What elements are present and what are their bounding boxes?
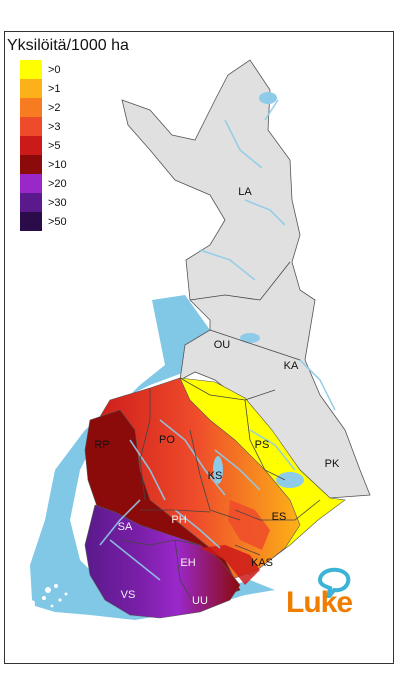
legend-label-0: >0: [48, 63, 61, 76]
legend-label-4: >5: [48, 139, 61, 152]
legend-title: Yksilöitä/1000 ha: [7, 37, 129, 54]
legend-swatch-6: [20, 174, 42, 193]
legend-item-6: >20: [20, 174, 67, 193]
legend-item-1: >1: [20, 79, 61, 98]
legend-item-5: >10: [20, 155, 67, 174]
legend-item-0: >0: [20, 60, 61, 79]
lake-paijanne: [213, 456, 223, 484]
region-label-ka: KA: [284, 360, 299, 372]
land-north: [121, 59, 371, 499]
legend-label-8: >50: [48, 215, 67, 228]
region-borders: [119, 261, 321, 606]
legend-label-6: >20: [48, 177, 67, 190]
legend-swatch-2: [20, 98, 42, 117]
region-label-es: ES: [272, 511, 287, 523]
aland-islands: [42, 584, 68, 608]
legend-swatch-5: [20, 155, 42, 174]
region-label-ou: OU: [214, 339, 231, 351]
legend-label-7: >30: [48, 196, 67, 209]
legend-swatch-1: [20, 79, 42, 98]
legend-swatch-8: [20, 212, 42, 231]
legend-item-8: >50: [20, 212, 67, 231]
region-label-ps: PS: [255, 439, 270, 451]
region-label-ph: PH: [171, 514, 186, 526]
region-label-uu: UU: [192, 595, 208, 607]
zone-purple: [84, 504, 241, 619]
legend-label-1: >1: [48, 82, 61, 95]
legend-item-4: >5: [20, 136, 61, 155]
region-label-sa: SA: [118, 521, 133, 533]
sea-aland: [32, 566, 90, 612]
legend-item-2: >2: [20, 98, 61, 117]
legend-swatch-3: [20, 117, 42, 136]
region-label-eh: EH: [180, 557, 195, 569]
region-label-po: PO: [159, 434, 175, 446]
zone-red-south: [200, 545, 260, 585]
zone-red-east: [228, 500, 270, 550]
region-label-pk: PK: [325, 458, 340, 470]
legend-label-2: >2: [48, 101, 61, 114]
legend-item-3: >3: [20, 117, 61, 136]
lake-saimaa: [276, 472, 304, 488]
luke-logo-icon: [317, 567, 351, 598]
region-label-rp: RP: [94, 439, 109, 451]
legend-swatch-4: [20, 136, 42, 155]
region-label-vs: VS: [121, 589, 136, 601]
luke-logo-text: Luke: [286, 586, 353, 619]
legend-swatch-7: [20, 193, 42, 212]
region-label-kas: KAS: [251, 557, 273, 569]
luke-logo: Luke: [286, 566, 356, 626]
lake-inari: [259, 92, 277, 104]
legend-label-3: >3: [48, 120, 61, 133]
legend-swatch-0: [20, 60, 42, 79]
region-label-ks: KS: [208, 470, 223, 482]
region-label-la: LA: [238, 186, 252, 198]
legend-item-7: >30: [20, 193, 67, 212]
legend-label-5: >10: [48, 158, 67, 171]
lake-network: [99, 99, 336, 581]
lake-oulujarvi: [240, 333, 260, 343]
